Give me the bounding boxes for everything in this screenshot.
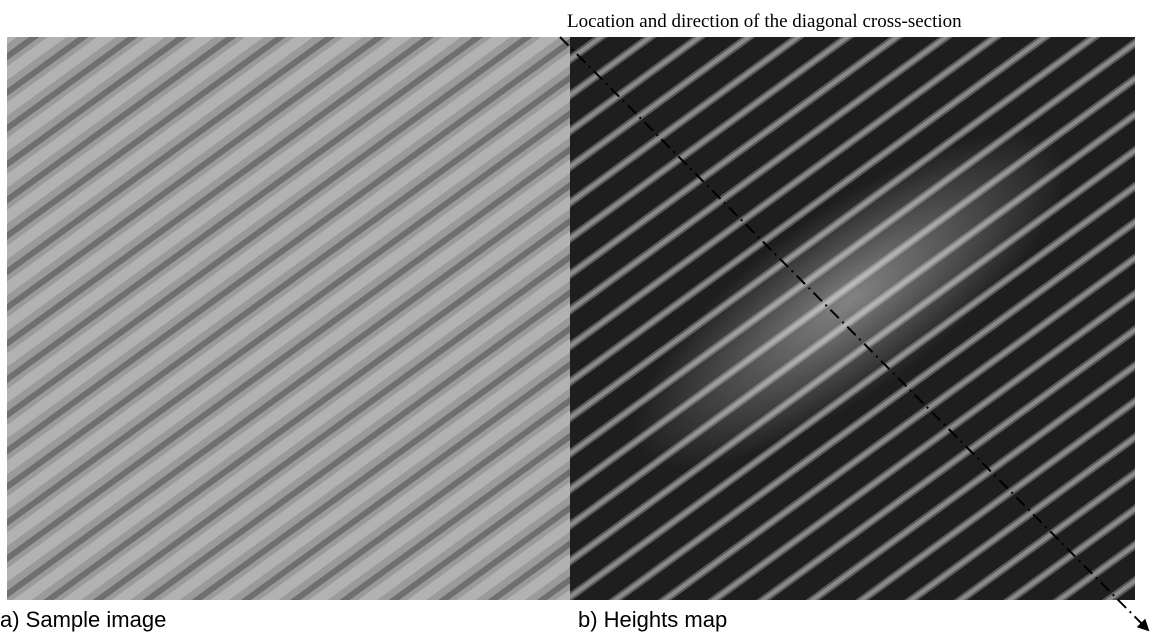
annotation: Location and direction of the diagonal c… [567,11,962,32]
caption: b) Heights map [578,607,727,632]
figure: Location and direction of the diagonal c… [0,0,1161,638]
sample-image [7,37,570,600]
caption: a) Sample image [0,607,166,632]
